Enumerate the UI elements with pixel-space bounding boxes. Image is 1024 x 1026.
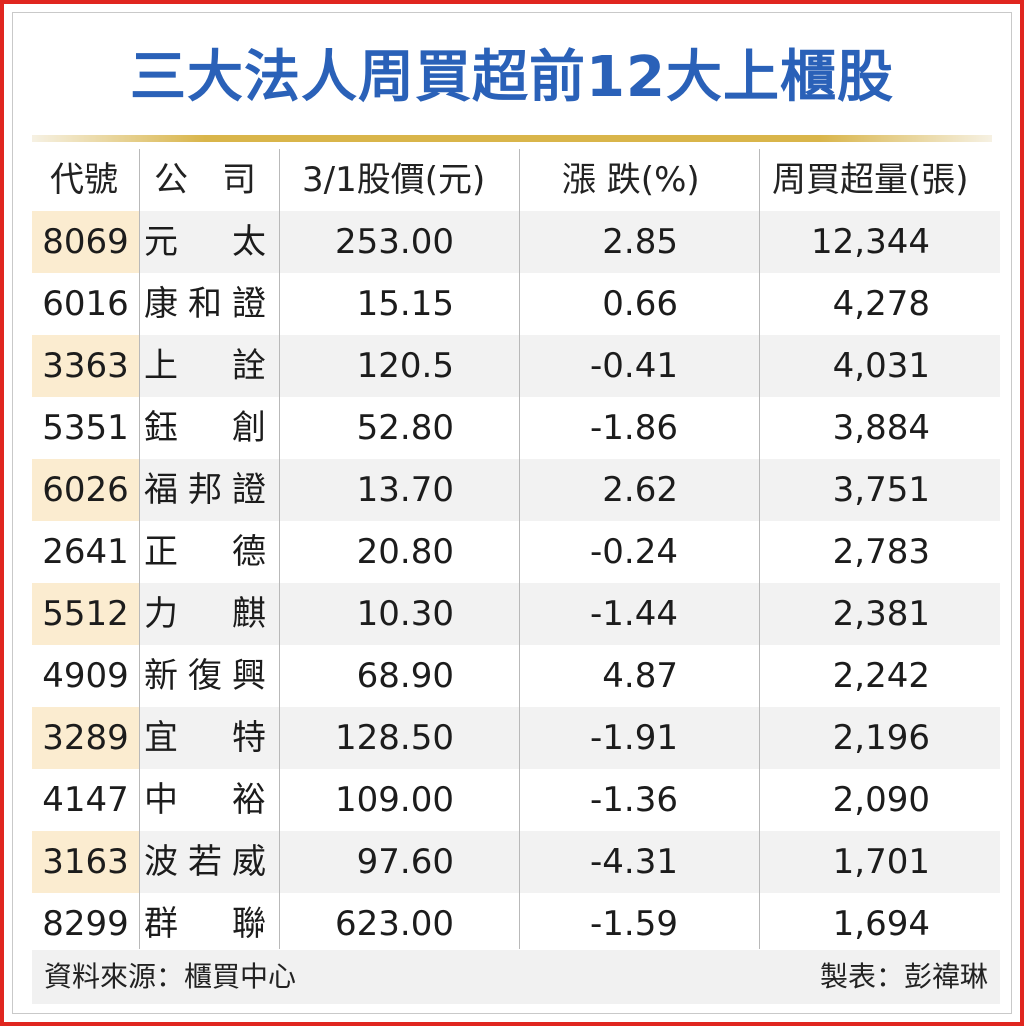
net-buy-volume: 3,884 [832, 408, 930, 448]
price-change: 4.87 [602, 656, 678, 696]
header-volume: 周買超量(張) [772, 160, 969, 200]
source-note: 資料來源：櫃買中心 [44, 960, 297, 993]
net-buy-volume: 2,783 [832, 532, 930, 572]
stock-price: 52.80 [356, 408, 454, 448]
company-name: 中裕 [144, 780, 266, 820]
net-buy-volume: 2,242 [832, 656, 930, 696]
net-buy-volume: 3,751 [832, 470, 930, 510]
table-row: 3363 上詮 120.5 -0.41 4,031 [32, 335, 1000, 397]
table-row: 5512 力麒 10.30 -1.44 2,381 [32, 583, 1000, 645]
company-name: 力麒 [144, 594, 266, 634]
company-name: 新復興 [144, 656, 266, 696]
column-divider-4 [759, 149, 760, 949]
table-row: 3289 宜特 128.50 -1.91 2,196 [32, 707, 1000, 769]
table-footer: 資料來源：櫃買中心 製表：彭禕琳 [32, 950, 1000, 1004]
stock-price: 623.00 [335, 904, 454, 944]
stock-price: 97.60 [356, 842, 454, 882]
stock-code: 3363 [32, 335, 139, 397]
table-row: 4147 中裕 109.00 -1.36 2,090 [32, 769, 1000, 831]
table-row: 8069 元太 253.00 2.85 12,344 [32, 211, 1000, 273]
stock-code: 8069 [32, 211, 139, 273]
stock-price: 128.50 [335, 718, 454, 758]
net-buy-volume: 2,381 [832, 594, 930, 634]
net-buy-volume: 1,694 [832, 904, 930, 944]
company-name: 宜特 [144, 718, 266, 758]
net-buy-volume: 4,031 [832, 346, 930, 386]
price-change: -0.24 [590, 532, 678, 572]
title-divider [32, 135, 992, 142]
stock-price: 68.90 [356, 656, 454, 696]
stock-price: 253.00 [335, 222, 454, 262]
stock-price: 20.80 [356, 532, 454, 572]
stock-price: 120.5 [356, 346, 454, 386]
price-change: -1.91 [590, 718, 678, 758]
table-row: 6026 福邦證 13.70 2.62 3,751 [32, 459, 1000, 521]
stock-price: 13.70 [356, 470, 454, 510]
table-row: 6016 康和證 15.15 0.66 4,278 [32, 273, 1000, 335]
table-row: 5351 鈺創 52.80 -1.86 3,884 [32, 397, 1000, 459]
page-title: 三大法人周買超前12大上櫃股 [130, 45, 894, 110]
company-name: 上詮 [144, 346, 266, 386]
company-name: 康和證 [144, 284, 266, 324]
table-row: 8299 群聯 623.00 -1.59 1,694 [32, 893, 1000, 955]
company-name: 正德 [144, 532, 266, 572]
price-change: -4.31 [590, 842, 678, 882]
price-change: 2.85 [602, 222, 678, 262]
price-change: -1.36 [590, 780, 678, 820]
company-name: 元太 [144, 222, 266, 262]
stock-price: 15.15 [356, 284, 454, 324]
stock-code: 6026 [32, 459, 139, 521]
maker-note: 製表：彭禕琳 [819, 960, 988, 993]
stock-code: 5512 [32, 583, 139, 645]
header-code: 代號 [50, 160, 118, 200]
net-buy-volume: 2,090 [832, 780, 930, 820]
header-company: 公 司 [154, 160, 256, 200]
column-divider-2 [279, 149, 280, 949]
table-row: 4909 新復興 68.90 4.87 2,242 [32, 645, 1000, 707]
stock-code: 4909 [42, 656, 129, 696]
price-change: 2.62 [602, 470, 678, 510]
stock-code: 8299 [42, 904, 129, 944]
column-divider-1 [139, 149, 140, 949]
company-name: 群聯 [144, 904, 266, 944]
net-buy-volume: 4,278 [832, 284, 930, 324]
table-header: 代號 公 司 3/1股價(元) 漲 跌(%) 周買超量(張) [32, 149, 1000, 211]
stock-price: 109.00 [335, 780, 454, 820]
column-divider-3 [519, 149, 520, 949]
company-name: 波若威 [144, 842, 266, 882]
net-buy-volume: 12,344 [811, 222, 930, 262]
price-change: -1.44 [590, 594, 678, 634]
net-buy-volume: 2,196 [832, 718, 930, 758]
net-buy-volume: 1,701 [832, 842, 930, 882]
stock-code: 2641 [42, 532, 129, 572]
price-change: -1.86 [590, 408, 678, 448]
price-change: -0.41 [590, 346, 678, 386]
table-row: 2641 正德 20.80 -0.24 2,783 [32, 521, 1000, 583]
header-price: 3/1股價(元) [302, 160, 486, 200]
stock-code: 3163 [32, 831, 139, 893]
stock-price: 10.30 [356, 594, 454, 634]
stock-code: 3289 [32, 707, 139, 769]
stock-code: 6016 [42, 284, 129, 324]
stock-code: 4147 [42, 780, 129, 820]
price-change: -1.59 [590, 904, 678, 944]
company-name: 鈺創 [144, 408, 266, 448]
stock-code: 5351 [42, 408, 129, 448]
company-name: 福邦證 [144, 470, 266, 510]
header-change: 漲 跌(%) [562, 160, 700, 200]
price-change: 0.66 [602, 284, 678, 324]
table-row: 3163 波若威 97.60 -4.31 1,701 [32, 831, 1000, 893]
